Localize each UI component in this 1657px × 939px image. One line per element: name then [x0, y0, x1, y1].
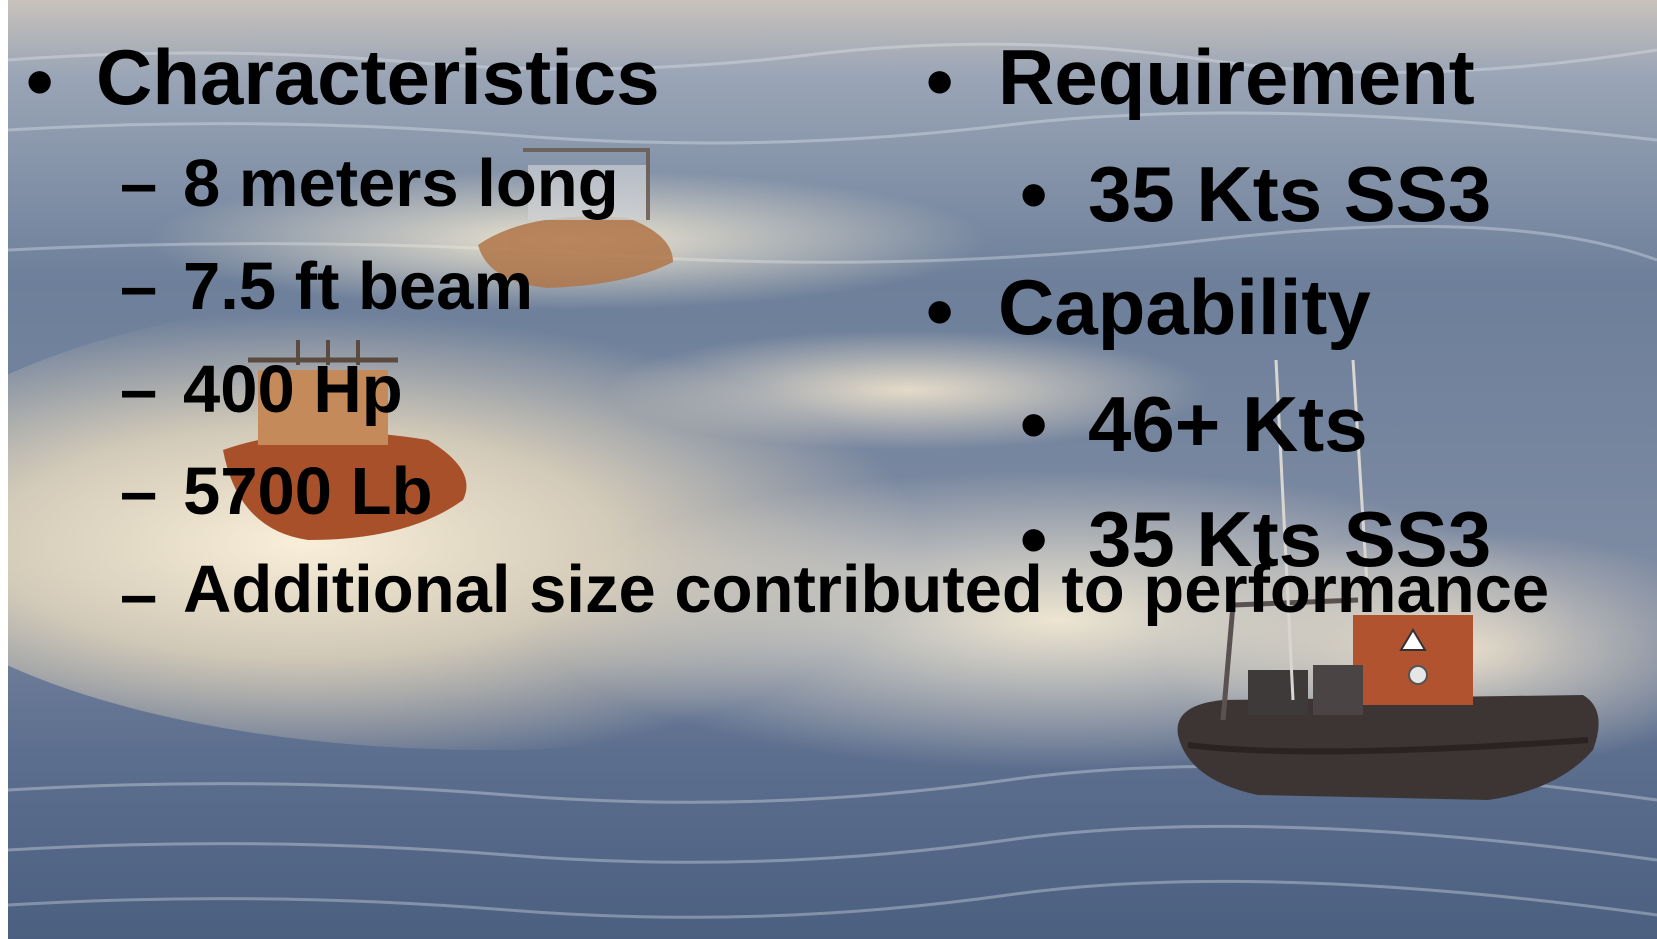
- capability-sea-state-speed: 35 Kts SS3: [1088, 495, 1492, 583]
- item-beam: 7.5 ft beam: [183, 249, 534, 324]
- requirement-speed: 35 Kts SS3: [1088, 150, 1492, 238]
- heading-requirement: Requirement: [998, 33, 1475, 121]
- bullet-marker: •: [926, 37, 954, 125]
- bullet-marker: •: [1020, 495, 1048, 583]
- dash-marker: –: [120, 146, 158, 221]
- boat-mid: [223, 340, 467, 540]
- bullet-marker: •: [26, 37, 54, 125]
- capability-top-speed: 46+ Kts: [1088, 380, 1368, 468]
- heading-characteristics: Characteristics: [96, 33, 660, 121]
- bullet-marker: •: [1020, 380, 1048, 468]
- item-performance-note: Additional size contributed to performan…: [183, 552, 1549, 627]
- boat-near: [1177, 359, 1599, 800]
- slide: • Characteristics – 8 meters long – 7.5 …: [8, 0, 1657, 939]
- dash-marker: –: [120, 557, 158, 632]
- dash-marker: –: [120, 352, 158, 427]
- item-horsepower: 400 Hp: [183, 352, 403, 427]
- item-weight: 5700 Lb: [183, 454, 433, 529]
- bullet-marker: •: [1020, 150, 1048, 238]
- dash-marker: –: [120, 454, 158, 529]
- heading-capability: Capability: [998, 263, 1371, 351]
- boat-far: [478, 148, 673, 288]
- background-photo: [8, 0, 1657, 939]
- bullet-marker: •: [926, 267, 954, 355]
- item-length: 8 meters long: [183, 146, 619, 221]
- dash-marker: –: [120, 249, 158, 324]
